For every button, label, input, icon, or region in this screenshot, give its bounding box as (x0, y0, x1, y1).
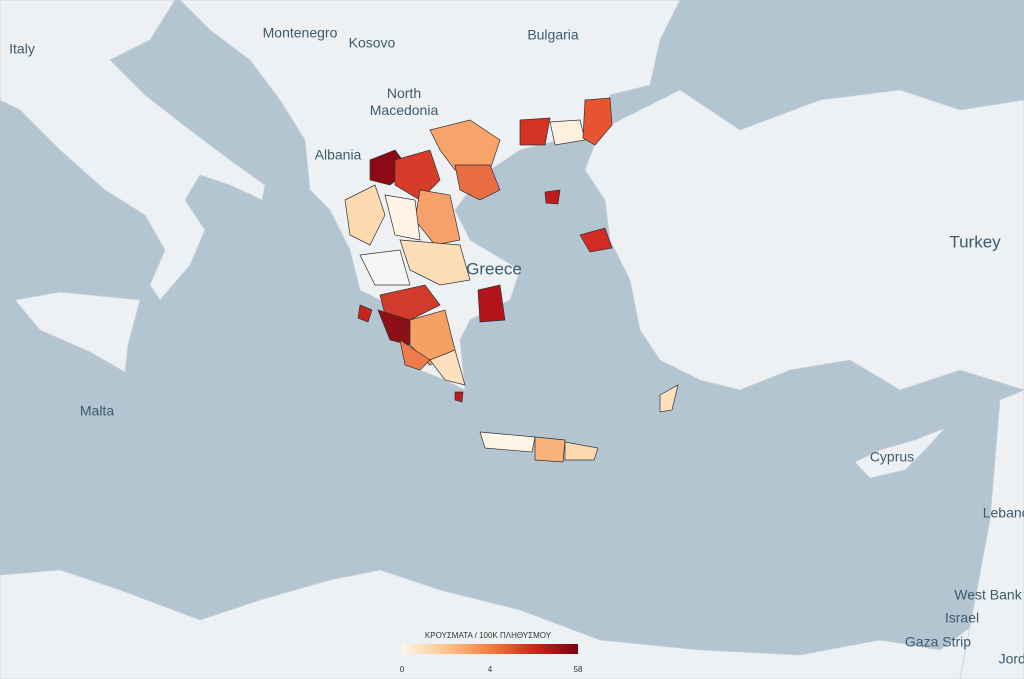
country-label: Gaza Strip (905, 634, 971, 650)
country-label: Greece (466, 259, 522, 278)
africa-land (0, 539, 1024, 679)
cyprus-land (854, 427, 946, 479)
country-label: Jordan (999, 651, 1024, 667)
legend-title: ΚΡΟΥΣΜΑΤΑ / 100K ΠΛΗΘΥΣΜΟΥ (425, 631, 552, 640)
country-label: Turkey (949, 232, 1001, 251)
country-label: Cyprus (870, 449, 914, 465)
legend-bar (402, 644, 578, 654)
legend-tick-label: 4 (488, 665, 493, 674)
legend-tick-label: 0 (400, 665, 405, 674)
country-label: Bulgaria (527, 27, 579, 43)
turkey-land (584, 89, 1024, 391)
country-label: Montenegro (263, 25, 338, 41)
sicily (14, 291, 141, 373)
legend-tick-label: 58 (574, 665, 583, 674)
country-label: Albania (315, 147, 362, 163)
labels: Italy Montenegro Kosovo Bulgaria Albania Gree… (9, 25, 1024, 667)
country-label: Lebanon (983, 505, 1024, 521)
country-label: Italy (9, 41, 35, 57)
country-label: West Bank (954, 587, 1022, 603)
country-label: Israel (945, 610, 979, 626)
country-label: Kosovo (349, 35, 396, 51)
italy-land (0, 0, 266, 301)
country-label: Malta (80, 403, 114, 419)
label-line: Macedonia (370, 102, 439, 118)
country-label: North Macedonia (370, 85, 439, 118)
label-line: North (387, 85, 421, 101)
greece-regions (344, 97, 679, 463)
levant-land (959, 389, 1024, 679)
